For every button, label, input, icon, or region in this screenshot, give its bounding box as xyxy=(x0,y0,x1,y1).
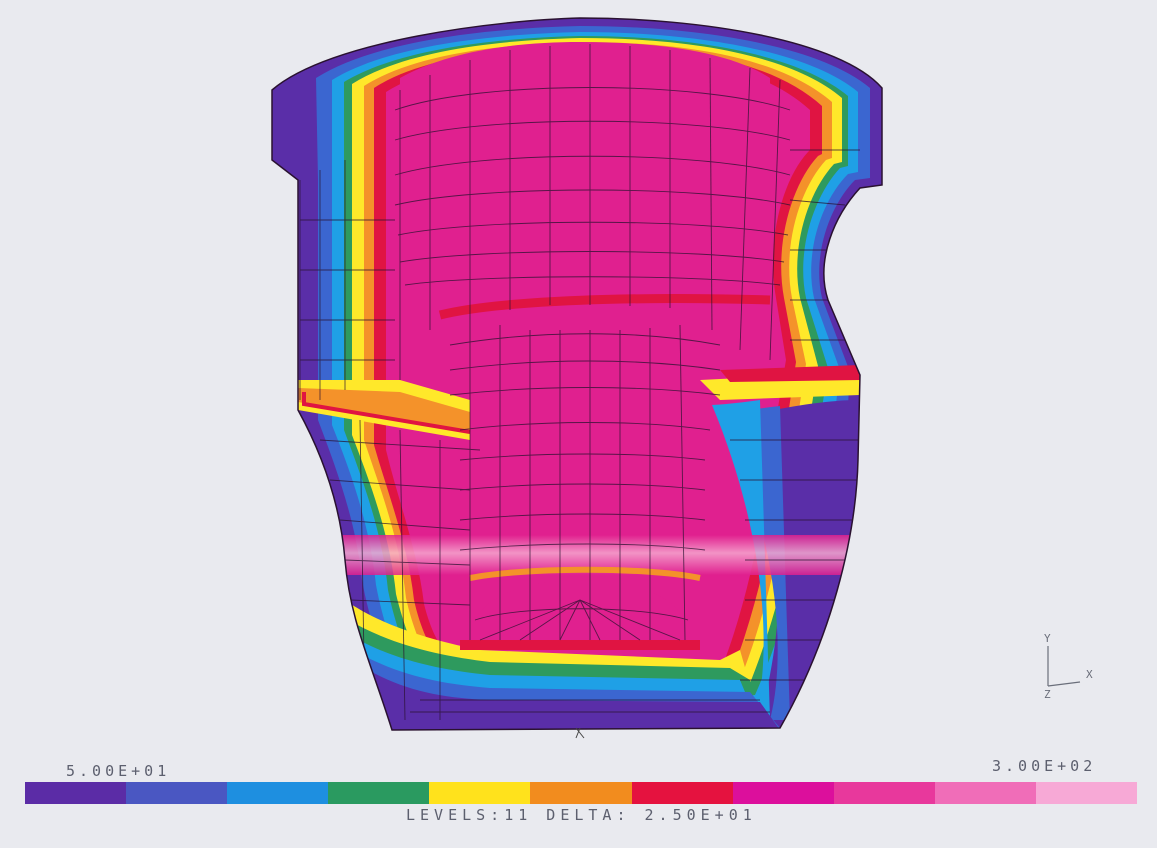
legend-color-segment-3 xyxy=(227,782,329,804)
legend-color-segment-9 xyxy=(833,782,935,804)
legend-color-segment-8 xyxy=(732,782,834,804)
legend-max-label: 3.00E+02 xyxy=(992,757,1097,775)
legend-color-segment-5 xyxy=(429,782,531,804)
axis-triad xyxy=(1047,646,1081,687)
legend-color-segment-10 xyxy=(934,782,1036,804)
color-legend-bar xyxy=(25,782,1138,804)
axis-z-label: Z xyxy=(1044,688,1051,701)
legend-color-segment-2 xyxy=(126,782,228,804)
legend-color-segment-6 xyxy=(530,782,632,804)
legend-color-segment-1 xyxy=(25,782,127,804)
legend-min-label: 5.00E+01 xyxy=(66,762,171,780)
part-outline xyxy=(271,17,883,731)
legend-color-segment-7 xyxy=(631,782,733,804)
axis-y-label: Y xyxy=(1044,632,1051,645)
axis-x-label: X xyxy=(1086,668,1093,681)
origin-marker xyxy=(575,727,585,739)
part-body xyxy=(272,18,882,730)
legend-color-segment-4 xyxy=(328,782,430,804)
mesh-grid xyxy=(299,44,860,721)
legend-color-segment-11 xyxy=(1035,782,1138,804)
legend-levels-text: LEVELS:11 DELTA: 2.50E+01 xyxy=(406,806,757,824)
